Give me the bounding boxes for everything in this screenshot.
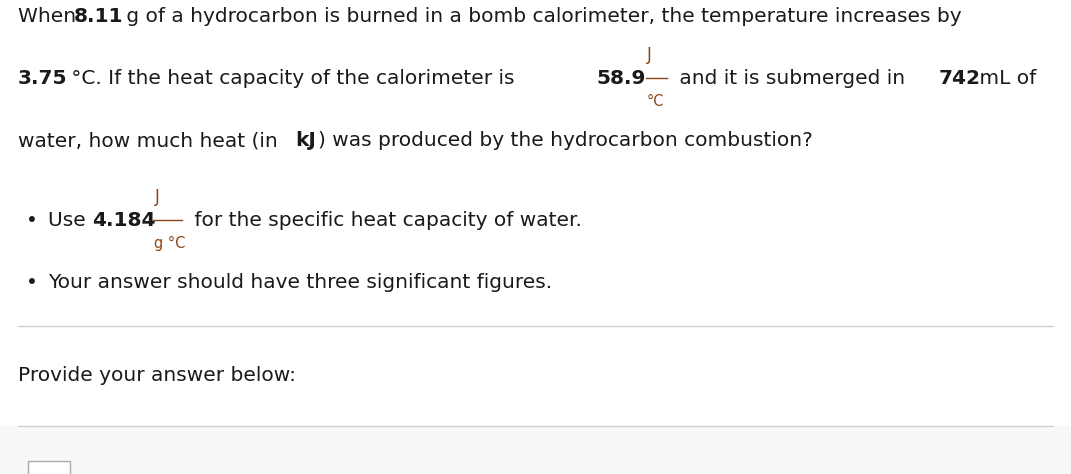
Text: g °C: g °C (154, 236, 186, 251)
Text: °C. If the heat capacity of the calorimeter is: °C. If the heat capacity of the calorime… (64, 69, 521, 88)
Text: g of a hydrocarbon is burned in a bomb calorimeter, the temperature increases by: g of a hydrocarbon is burned in a bomb c… (120, 7, 962, 26)
Text: and it is submerged in: and it is submerged in (673, 69, 911, 88)
FancyBboxPatch shape (28, 461, 70, 474)
Bar (0, 426, 1071, 474)
Text: mL of: mL of (974, 69, 1037, 88)
Text: •: • (26, 211, 37, 230)
Text: 4.184: 4.184 (92, 211, 155, 230)
Text: When: When (18, 7, 82, 26)
Text: 742: 742 (938, 69, 981, 88)
Text: for the specific heat capacity of water.: for the specific heat capacity of water. (188, 211, 583, 230)
Text: Provide your answer below:: Provide your answer below: (18, 366, 296, 385)
Text: J: J (647, 46, 651, 64)
Text: kJ: kJ (295, 131, 316, 150)
Text: •: • (26, 273, 37, 292)
Text: 3.75: 3.75 (18, 69, 67, 88)
Text: Use: Use (48, 211, 92, 230)
Text: 8.11: 8.11 (74, 7, 123, 26)
Text: 58.9: 58.9 (597, 69, 646, 88)
Text: °C: °C (647, 94, 664, 109)
Text: water, how much heat (in: water, how much heat (in (18, 131, 284, 150)
Text: J: J (154, 188, 160, 206)
Text: ) was produced by the hydrocarbon combustion?: ) was produced by the hydrocarbon combus… (318, 131, 813, 150)
Text: Your answer should have three significant figures.: Your answer should have three significan… (48, 273, 553, 292)
